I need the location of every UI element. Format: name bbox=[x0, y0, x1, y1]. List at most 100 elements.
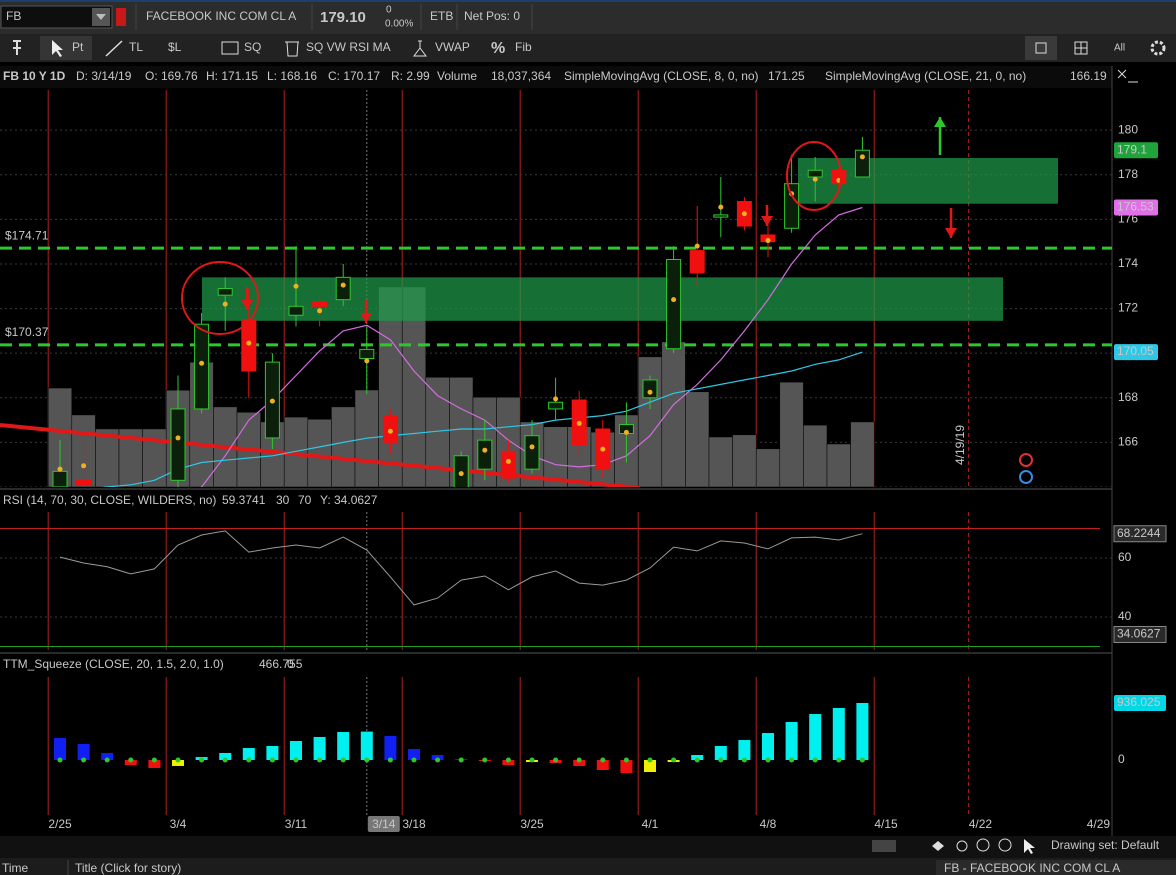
candle-body bbox=[807, 169, 823, 178]
zoom-icon[interactable] bbox=[1117, 69, 1138, 83]
zoom-out-icon[interactable] bbox=[998, 838, 1012, 852]
study-dot bbox=[105, 516, 110, 521]
squeeze-bar bbox=[738, 740, 751, 761]
last-price: 179.10 bbox=[320, 9, 366, 26]
tool-label[interactable]: Fib bbox=[515, 40, 532, 54]
quote-bar bbox=[0, 0, 1176, 34]
tool-label[interactable]: $L bbox=[168, 40, 182, 54]
candle-body bbox=[312, 301, 328, 307]
chart-symbol: FB 10 Y 1D bbox=[3, 69, 66, 83]
volume-value: 18,037,364 bbox=[491, 69, 551, 83]
candle-body bbox=[335, 276, 351, 301]
link-icon[interactable] bbox=[116, 8, 126, 26]
squeeze-dot bbox=[293, 757, 299, 763]
candle-body bbox=[500, 450, 516, 479]
tool-label[interactable]: SQ bbox=[244, 40, 261, 54]
squeeze-panel bbox=[47, 677, 970, 815]
trend-line bbox=[0, 423, 641, 487]
squeeze-bar bbox=[644, 760, 656, 773]
candle-body bbox=[217, 288, 233, 296]
zoom-in-icon[interactable] bbox=[976, 838, 990, 852]
drawing-set[interactable]: Drawing set: Default bbox=[1051, 838, 1160, 852]
squeeze-tag-label: 936.025 bbox=[1117, 695, 1161, 709]
grid-icon[interactable] bbox=[1074, 41, 1088, 55]
y-tick-label: 168 bbox=[1118, 390, 1138, 404]
tool-label[interactable]: All bbox=[1114, 43, 1125, 54]
study-dot bbox=[175, 435, 181, 441]
squeeze-dot bbox=[623, 757, 629, 763]
sma8-line bbox=[200, 206, 863, 487]
crosshair-icon[interactable] bbox=[956, 840, 968, 852]
squeeze-bar bbox=[408, 748, 420, 761]
squeeze-bar bbox=[337, 731, 350, 761]
y-tick-label: 0 bbox=[1118, 752, 1125, 766]
study-dot bbox=[505, 458, 511, 464]
pin-icon[interactable] bbox=[13, 40, 21, 55]
annotation-arrowhead bbox=[934, 117, 946, 127]
x-tick-label: 3/11 bbox=[285, 817, 308, 831]
rsi-panel bbox=[0, 512, 1112, 650]
settings-icon[interactable] bbox=[1150, 40, 1166, 56]
rsi-tag bbox=[1113, 625, 1167, 643]
squeeze-dot bbox=[671, 757, 677, 763]
low-value: L: 168.16 bbox=[267, 69, 317, 83]
squeeze-bar bbox=[219, 753, 232, 761]
squeeze-value: 466.755 bbox=[259, 657, 303, 671]
tool-label[interactable]: Pt bbox=[72, 40, 84, 54]
squeeze-bar bbox=[148, 760, 161, 768]
rsi-value: 59.3741 bbox=[222, 493, 266, 507]
y-tick-label: 60 bbox=[1118, 550, 1132, 564]
close-value: C: 170.17 bbox=[328, 69, 380, 83]
candle-body bbox=[100, 512, 114, 521]
squeeze-dot bbox=[175, 757, 181, 763]
layout-button[interactable] bbox=[1025, 36, 1057, 60]
study-dot bbox=[812, 176, 818, 182]
price-tag-label: 179.1 bbox=[1117, 142, 1147, 156]
x-tick-label: 4/15 bbox=[874, 817, 898, 831]
study-dot bbox=[364, 358, 370, 364]
candle-body bbox=[854, 149, 870, 178]
study-dot bbox=[435, 506, 440, 511]
study-dot bbox=[647, 389, 653, 395]
volume-bar bbox=[779, 381, 804, 487]
candle-body bbox=[52, 470, 68, 487]
expand-icon[interactable] bbox=[932, 841, 944, 851]
annotation-arrowhead bbox=[241, 300, 253, 310]
dropdown-arrow bbox=[96, 14, 106, 20]
rsi-tag-label: 68.2244 bbox=[1117, 526, 1161, 540]
price-tag bbox=[1114, 142, 1158, 159]
volume-bar bbox=[708, 436, 733, 487]
quote-bar-edge bbox=[0, 0, 1176, 2]
candle-body bbox=[431, 505, 445, 514]
y-tick-label: 166 bbox=[1118, 435, 1138, 449]
tool-label[interactable]: TL bbox=[129, 40, 143, 54]
rsi-line bbox=[59, 530, 863, 606]
symbol-input[interactable] bbox=[0, 5, 113, 29]
squeeze-dot bbox=[269, 757, 275, 763]
news-bar bbox=[0, 858, 1176, 875]
net-position: Net Pos: 0 bbox=[464, 9, 520, 23]
news-time-header[interactable]: Time bbox=[2, 861, 29, 875]
footer-symbol: FB - FACEBOOK INC COM CL A bbox=[944, 861, 1120, 875]
flask-icon bbox=[413, 40, 427, 57]
annotation-arrowhead bbox=[945, 228, 957, 238]
scroll-thumb[interactable] bbox=[872, 840, 896, 852]
x-tick-label: 4/29 bbox=[1087, 817, 1111, 831]
squeeze-bar bbox=[384, 736, 397, 761]
x-tick-label: 3/14 bbox=[372, 817, 396, 831]
squeeze-dot bbox=[222, 757, 228, 763]
study-dot bbox=[600, 446, 606, 452]
sma8-label: SimpleMovingAvg (CLOSE, 8, 0, no) bbox=[564, 69, 759, 83]
tool-label[interactable]: SQ VW RSI MA bbox=[306, 40, 391, 54]
study-dot bbox=[623, 429, 629, 435]
cursor-icon[interactable] bbox=[1024, 839, 1035, 854]
pointer-tool-bg[interactable] bbox=[40, 36, 92, 60]
squeeze-bar bbox=[242, 748, 255, 761]
tool-label[interactable]: VWAP bbox=[435, 40, 470, 54]
squeeze-bar bbox=[809, 714, 822, 761]
study-dot bbox=[529, 444, 535, 450]
price-tag-label: 176.53 bbox=[1117, 200, 1154, 214]
news-title-header[interactable]: Title (Click for story) bbox=[75, 861, 181, 875]
x-tick-label: 3/25 bbox=[520, 817, 544, 831]
squeeze-dot bbox=[151, 757, 157, 763]
